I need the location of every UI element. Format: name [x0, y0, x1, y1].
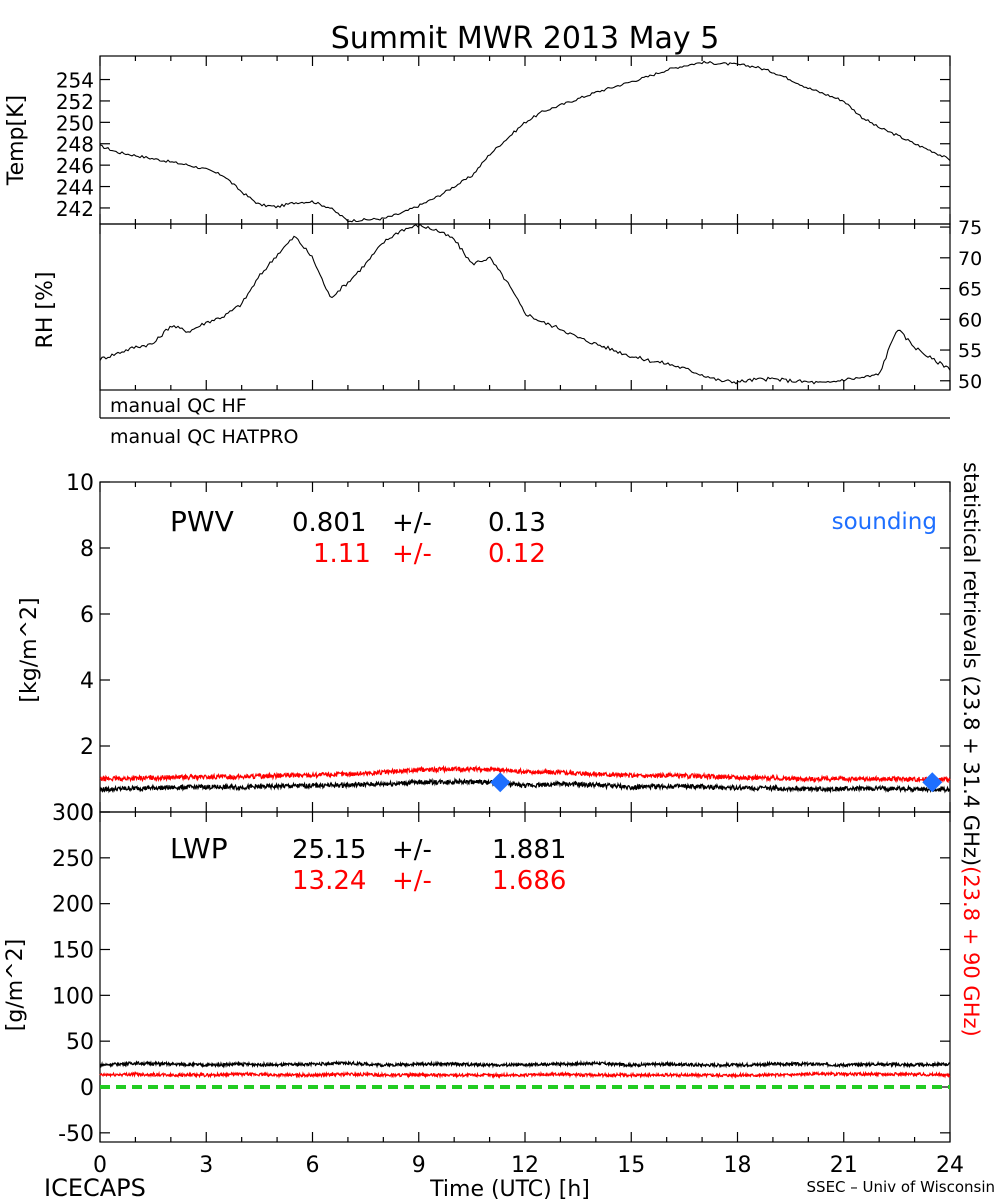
temp-series-line-black — [99, 60, 951, 223]
temp-y-tick-label: 246 — [56, 154, 94, 178]
lwp-y-tick-label: 50 — [66, 1030, 94, 1055]
temp-y-tick-label: 244 — [56, 176, 94, 200]
x-tick-label: 3 — [199, 1153, 213, 1178]
pwv-black-sd: 0.13 — [488, 508, 546, 538]
pwv-y-tick-label: 6 — [80, 603, 94, 628]
rh-y-label: RH [%] — [33, 272, 58, 349]
lwp-y-tick-label: 300 — [52, 801, 94, 826]
lwp-red-mean: 13.24 — [292, 866, 366, 896]
pwv-series-line-red — [99, 764, 951, 784]
lwp-y-tick-label: -50 — [58, 1122, 94, 1147]
lwp-y-tick-label: 250 — [52, 847, 94, 872]
lwp-y-label: [g/m^2] — [3, 939, 28, 1031]
x-tick-label: 6 — [306, 1153, 320, 1178]
temp-y-tick-label: 242 — [56, 197, 94, 221]
pwv-series-line-black — [99, 777, 951, 794]
pwv-y-tick-label: 10 — [66, 471, 94, 496]
footer-right: SSEC – Univ of Wisconsin — [807, 1178, 995, 1196]
pwv-y-tick-label: 8 — [80, 537, 94, 562]
right-vertical-label: statistical retrievals (23.8 + 31.4 GHz)… — [959, 462, 983, 1037]
statistical-retrievals-label: statistical retrievals (23.8 + 31.4 GHz) — [959, 462, 983, 866]
sounding-marker — [922, 772, 943, 793]
rh-y-tick-label: 60 — [958, 309, 982, 331]
rh-y-tick-label: 55 — [958, 340, 982, 362]
temp-y-tick-label: 250 — [56, 111, 94, 135]
x-tick-label: 15 — [617, 1153, 645, 1178]
lwp-y-tick-label: 0 — [80, 1076, 94, 1101]
temp-y-tick-label: 252 — [56, 90, 94, 114]
pwv-red-sd: 0.12 — [488, 539, 546, 569]
pwv-black-mean: 0.801 — [292, 508, 366, 538]
pwv-y-tick-label: 2 — [80, 735, 94, 760]
pwv-y-tick-label: 4 — [80, 669, 94, 694]
time-x-ticks: 0 3 6 9 12 15 18 21 24 — [93, 1153, 964, 1178]
pwv-series — [99, 764, 951, 794]
x-tick-label: 24 — [936, 1153, 964, 1178]
pwv-label: PWV — [170, 505, 234, 538]
temp-y-tick-label: 248 — [56, 133, 94, 157]
footer-left: ICECAPS — [44, 1174, 146, 1200]
x-tick-label: 21 — [830, 1153, 858, 1178]
pwv-black-pm: +/- — [392, 508, 432, 538]
lwp-red-sd: 1.686 — [492, 866, 566, 896]
rh-y-ticks: 50 55 60 65 70 75 — [99, 217, 982, 393]
rh-y-tick-label: 65 — [958, 279, 982, 301]
x-axis-label: Time (UTC) [h] — [429, 1177, 590, 1200]
qc-rows: manual QC HF manual QC HATPRO — [99, 390, 950, 448]
red-retrieval-label: (23.8 + 90 GHz) — [959, 866, 983, 1037]
rh-series-line-black — [99, 223, 951, 385]
rh-y-tick-label: 70 — [958, 248, 982, 270]
rh-y-tick-label: 75 — [958, 217, 982, 239]
rh-series — [99, 223, 951, 385]
pwv-panel: 0 2 4 6 8 10 [kg/m^2] PWV 0.801 +/- 0.13 1.11… — [17, 471, 951, 826]
temperature-plot-frame — [99, 55, 951, 225]
pwv-red-pm: +/- — [392, 539, 432, 569]
lwp-black-pm: +/- — [392, 835, 432, 865]
pwv-y-tick-label: 0 — [80, 801, 94, 826]
chart-title: Summit MWR 2013 May 5 — [331, 21, 720, 56]
lwp-series-line-red — [99, 1070, 951, 1080]
sounding-marker — [490, 772, 511, 793]
lwp-label: LWP — [170, 832, 228, 865]
pwv-y-ticks: 0 2 4 6 8 10 — [66, 471, 951, 826]
pwv-red-mean: 1.11 — [313, 539, 371, 569]
lwp-y-ticks: -50 0 50 100 150 200 250 300 — [52, 801, 951, 1147]
lwp-red-pm: +/- — [392, 866, 432, 896]
temperature-series — [99, 60, 951, 223]
lwp-black-sd: 1.881 — [492, 835, 566, 865]
lwp-y-tick-label: 200 — [52, 893, 94, 918]
x-tick-label: 9 — [412, 1153, 426, 1178]
lwp-y-tick-label: 100 — [52, 984, 94, 1009]
sounding-legend: sounding — [832, 509, 937, 535]
x-tick-label: 0 — [93, 1153, 107, 1178]
lwp-y-tick-label: 150 — [52, 939, 94, 964]
temp-y-tick-label: 254 — [56, 69, 94, 93]
lwp-black-mean: 25.15 — [292, 835, 366, 865]
qc-hatpro-label: manual QC HATPRO — [110, 426, 299, 448]
lwp-series-line-black — [99, 1059, 951, 1069]
x-tick-label: 12 — [511, 1153, 539, 1178]
lwp-series — [99, 1059, 951, 1089]
temperature-y-label: Temp[K] — [4, 95, 29, 186]
rh-plot-frame — [99, 223, 951, 391]
qc-hf-label: manual QC HF — [110, 395, 247, 417]
rh-panel: 50 55 60 65 70 75 RH [%] — [33, 217, 982, 393]
x-tick-label: 18 — [724, 1153, 752, 1178]
rh-y-tick-label: 50 — [958, 371, 982, 393]
pwv-y-label: [kg/m^2] — [17, 597, 42, 702]
